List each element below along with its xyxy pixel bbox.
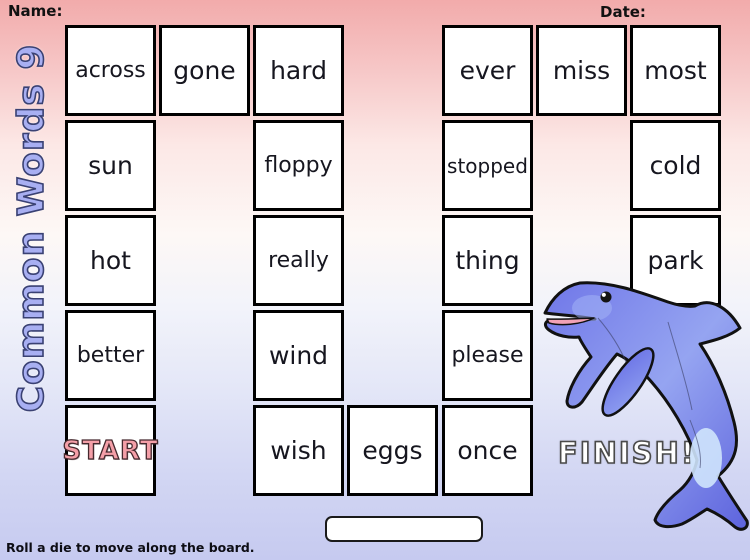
board-cell-please: please	[442, 310, 533, 401]
dolphin-illustration-icon	[543, 281, 749, 531]
board-cell-ever: ever	[442, 25, 533, 116]
board-cell-start: START	[62, 405, 158, 496]
board-cell-across: across	[65, 25, 156, 116]
dolphin-flipper	[601, 347, 655, 417]
move-back-answer-box[interactable]	[325, 516, 483, 542]
instruction-line-1: Roll a die to move along the board.	[6, 540, 255, 555]
board-cell-floppy: floppy	[253, 120, 344, 211]
dolphin-body	[543, 281, 749, 531]
board-cell-most: most	[630, 25, 721, 116]
board-cell-better: better	[65, 310, 156, 401]
board-cell-sun: sun	[65, 120, 156, 211]
board-cell-stopped: stopped	[442, 120, 533, 211]
board-cell-cold: cold	[630, 120, 721, 211]
board-cell-wish: wish	[253, 405, 344, 496]
board-cell-once: once	[442, 405, 533, 496]
dolphin-eye	[600, 291, 612, 303]
board-cell-hot: hot	[65, 215, 156, 306]
board-title: Common Words 9	[10, 43, 53, 413]
board-cell-wind: wind	[253, 310, 344, 401]
date-label: Date:	[600, 3, 646, 21]
board-cell-thing: thing	[442, 215, 533, 306]
board-cell-park: park	[630, 215, 721, 306]
name-label: Name:	[8, 2, 63, 20]
dolphin-head-highlight	[572, 295, 612, 321]
instructions: Roll a die to move along the board. Say …	[6, 500, 473, 560]
finish-label: FINISH!	[557, 435, 697, 471]
board-cell-miss: miss	[536, 25, 627, 116]
board-cell-hard: hard	[253, 25, 344, 116]
board-cell-really: really	[253, 215, 344, 306]
dolphin-mouth	[546, 317, 595, 326]
board-cell-eggs: eggs	[347, 405, 438, 496]
board-cell-gone: gone	[159, 25, 250, 116]
